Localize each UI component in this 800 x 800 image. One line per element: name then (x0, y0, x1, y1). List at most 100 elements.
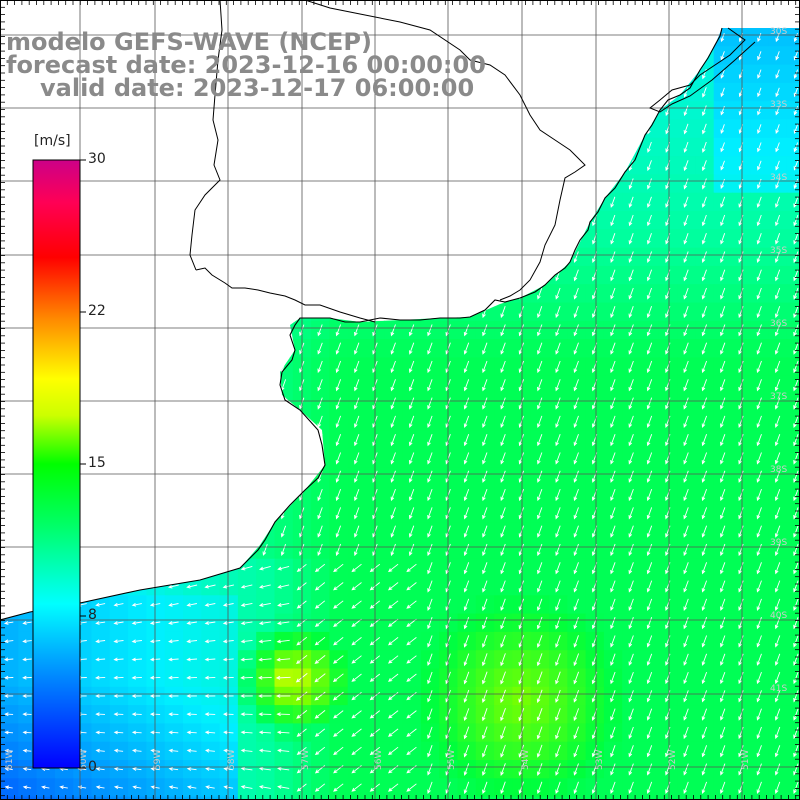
wind-speed-cell (402, 229, 422, 249)
wind-speed-cell (109, 467, 129, 487)
wind-arrow (222, 602, 234, 607)
wind-arrow (244, 324, 250, 337)
wind-speed-cell (549, 247, 568, 267)
wind-arrow (683, 287, 689, 300)
wind-speed-cell (256, 430, 276, 450)
wind-speed-cell (201, 412, 221, 432)
wind-arrow (427, 653, 433, 666)
wind-arrow (277, 785, 290, 789)
wind-speed-cell (311, 229, 330, 249)
wind-arrow (573, 105, 579, 117)
coastline-south-america (0, 27, 723, 621)
wind-arrow (774, 434, 781, 447)
wind-arrow (149, 657, 161, 662)
wind-arrow (519, 68, 524, 80)
wind-speed-cell (201, 503, 221, 523)
wind-speed-cell (439, 119, 459, 139)
wind-speed-cell (311, 265, 330, 285)
wind-speed-cell (274, 247, 294, 267)
wind-arrow (408, 379, 415, 392)
wind-speed-cell (91, 577, 111, 596)
wind-arrow (134, 452, 140, 464)
wind-arrow (463, 214, 469, 227)
wind-speed-cell (237, 101, 257, 121)
wind-arrow (628, 653, 634, 666)
wind-arrow (186, 602, 197, 607)
wind-arrow (240, 712, 253, 717)
wind-arrow (628, 562, 634, 575)
wind-arrow (116, 507, 122, 519)
wind-arrow (314, 600, 326, 609)
wind-arrow (738, 708, 744, 721)
wind-speed-cell (0, 430, 19, 450)
wind-speed-cell (0, 101, 19, 121)
wind-speed-cell (256, 101, 276, 121)
wind-speed-cell (219, 467, 239, 487)
wind-arrow (628, 324, 634, 337)
wind-arrow (775, 51, 780, 61)
wind-speed-cell (256, 339, 276, 358)
wind-arrow (281, 233, 286, 245)
wind-arrow (150, 767, 160, 771)
wind-arrow (277, 766, 290, 771)
latitude-label: 39S (770, 538, 787, 548)
wind-speed-cell (494, 156, 513, 175)
wind-arrow (332, 673, 344, 683)
wind-arrow (610, 726, 616, 740)
wind-arrow (80, 160, 85, 171)
wind-speed-cell (128, 375, 147, 395)
wind-speed-cell (237, 265, 257, 285)
wind-speed-cell (457, 229, 477, 249)
wind-arrow (555, 689, 561, 703)
wind-arrow (226, 507, 232, 520)
wind-arrow (518, 744, 525, 758)
wind-arrow (463, 689, 470, 703)
wind-arrow (793, 69, 799, 79)
wind-arrow (464, 123, 469, 135)
wind-arrow (186, 694, 197, 698)
wind-speed-cell (786, 686, 800, 706)
wind-arrow (463, 269, 470, 282)
wind-arrow (335, 269, 341, 282)
wind-arrow (774, 525, 781, 538)
wind-speed-cell (311, 247, 330, 267)
wind-arrow (134, 416, 140, 428)
wind-speed-cell (786, 28, 800, 47)
wind-arrow (774, 598, 781, 611)
wind-arrow (314, 636, 326, 646)
wind-arrow (22, 748, 32, 753)
wind-arrow (244, 489, 250, 501)
wind-arrow (756, 214, 762, 227)
wind-speed-cell (384, 101, 404, 121)
wind-arrow (519, 50, 524, 62)
wind-arrow (427, 105, 433, 117)
wind-speed-cell (530, 64, 550, 84)
wind-arrow (756, 470, 762, 483)
wind-arrow (537, 562, 543, 575)
wind-arrow (482, 342, 488, 355)
wind-speed-cell (384, 28, 404, 47)
wind-arrow (427, 598, 433, 611)
wind-arrow (168, 566, 179, 571)
wind-arrow (186, 730, 197, 735)
wind-speed-cell (494, 265, 513, 285)
wind-arrow (240, 675, 253, 680)
wind-arrow (738, 306, 744, 319)
wind-speed-cell (164, 119, 184, 139)
wind-speed-cell (530, 82, 550, 102)
wind-speed-cell (146, 119, 166, 139)
wind-speed-cell (219, 412, 239, 432)
wind-speed-cell (402, 28, 422, 47)
wind-arrow (518, 488, 525, 502)
wind-arrow (258, 694, 272, 698)
wind-arrow (683, 726, 689, 740)
wind-arrow (555, 708, 561, 722)
wind-arrow (408, 434, 415, 447)
wind-arrow (537, 32, 542, 43)
wind-arrow (756, 269, 762, 282)
wind-arrow (573, 415, 579, 428)
wind-speed-cell (201, 101, 221, 121)
wind-arrow (207, 379, 213, 391)
latitude-label: 33S (770, 100, 787, 110)
wind-arrow (262, 415, 268, 428)
